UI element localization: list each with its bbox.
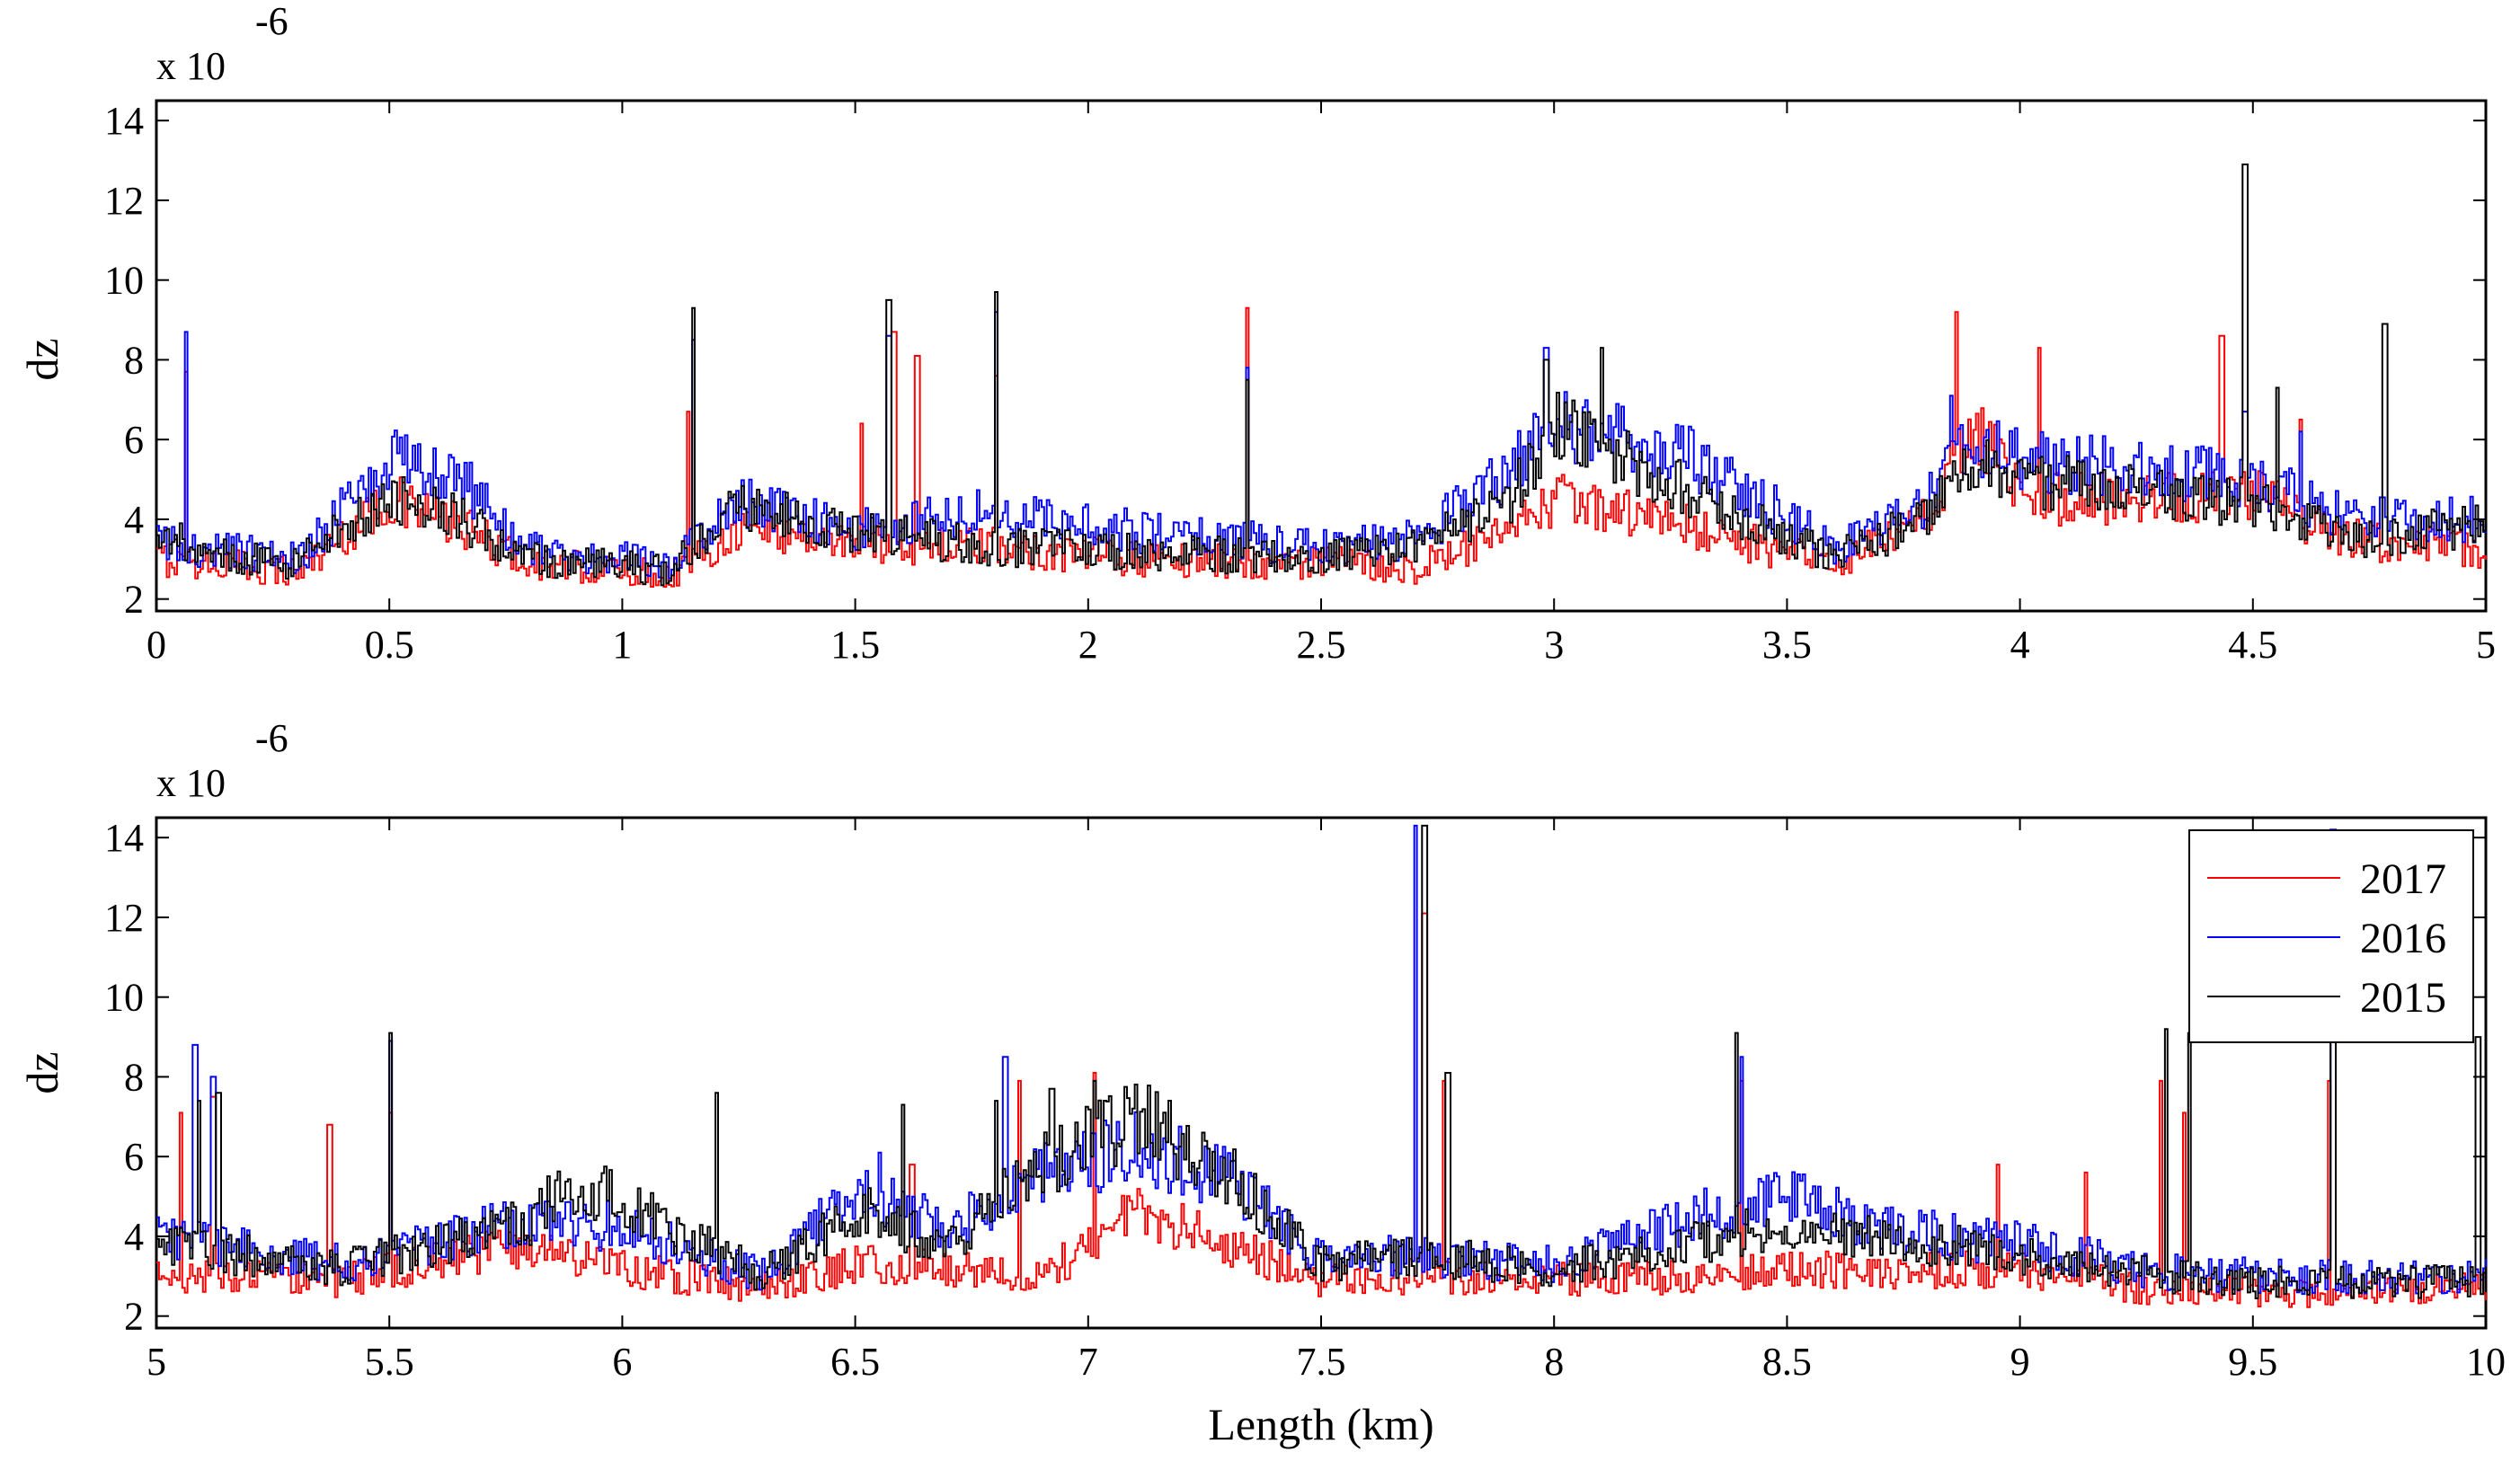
bottom-y-axis-label: dz [17, 1051, 67, 1094]
bottom-x-tick-label: 8.5 [1762, 1340, 1812, 1384]
top-x-tick-label: 2 [1078, 623, 1098, 667]
bottom-y-tick-label: 2 [124, 1295, 144, 1339]
legend: 2017 2016 2015 [2188, 829, 2474, 1043]
legend-label-2016: 2016 [2360, 915, 2446, 962]
legend-label-2017: 2017 [2360, 855, 2446, 903]
bottom-x-tick-label: 7 [1078, 1340, 1098, 1384]
top-x-tick-label: 4 [2010, 623, 2030, 667]
bottom-x-tick-label: 10 [2466, 1340, 2506, 1384]
top-x-tick-label: 2.5 [1297, 623, 1346, 667]
bottom-x-tick-label: 5.5 [365, 1340, 414, 1384]
top-y-tick-label: 12 [104, 179, 144, 223]
bottom-y-tick-label: 4 [124, 1215, 144, 1259]
bottom-y-tick-label: 8 [124, 1055, 144, 1099]
bottom-ticks: 5 5.5 6 6.5 7 7.5 8 8.5 9 9.5 10 2 4 6 8 10 12 14 [104, 816, 2506, 1384]
top-exponent-prefix: x 10 [156, 44, 226, 88]
top-x-tick-label: 1 [612, 623, 632, 667]
bottom-x-tick-label: 6.5 [830, 1340, 880, 1384]
top-y-tick-label: 2 [124, 578, 144, 622]
bottom-series-group [156, 824, 2487, 1308]
bottom-x-tick-label: 7.5 [1297, 1340, 1346, 1384]
top-x-tick-label: 5 [2476, 623, 2496, 667]
top-plot-frame [155, 99, 2488, 613]
top-x-tick-label: 3 [1544, 623, 1564, 667]
top-y-axis-label: dz [17, 338, 67, 380]
top-y-tick-label: 8 [124, 338, 144, 382]
bottom-x-tick-label: 9.5 [2228, 1340, 2277, 1384]
top-y-tick-label: 6 [124, 418, 144, 462]
top-x-tick-label: 0.5 [365, 623, 414, 667]
top-exponent-power: -6 [255, 0, 288, 43]
top-x-tick-label: 3.5 [1762, 623, 1812, 667]
top-series-2015 [156, 164, 2487, 587]
x-axis-label: Length (km) [1208, 1399, 1433, 1449]
bottom-exponent-prefix: x 10 [156, 761, 226, 805]
top-series-group [156, 164, 2487, 589]
top-ticks: 0 0.5 1 1.5 2 2.5 3 3.5 4 4.5 5 2 4 6 8 10 12 14 [104, 99, 2496, 667]
bottom-x-tick-label: 5 [146, 1340, 166, 1384]
top-x-tick-label: 0 [146, 623, 166, 667]
bottom-y-tick-label: 10 [104, 976, 144, 1020]
bottom-y-tick-label: 6 [124, 1135, 144, 1179]
bottom-series-2015 [156, 824, 2487, 1299]
bottom-y-tick-label: 14 [104, 816, 144, 860]
top-x-tick-label: 4.5 [2228, 623, 2277, 667]
bottom-exponent-power: -6 [255, 716, 288, 760]
top-y-tick-label: 4 [124, 498, 144, 542]
bottom-panel: 5 5.5 6 6.5 7 7.5 8 8.5 9 9.5 10 2 4 6 8 10 12 14 dz x 10… [17, 716, 2506, 1449]
bottom-x-tick-label: 8 [1544, 1340, 1564, 1384]
bottom-y-tick-label: 12 [104, 896, 144, 940]
bottom-x-tick-label: 6 [612, 1340, 632, 1384]
top-x-tick-label: 1.5 [830, 623, 880, 667]
bottom-x-tick-label: 9 [2010, 1340, 2030, 1384]
top-y-tick-label: 14 [104, 99, 144, 143]
legend-label-2015: 2015 [2360, 974, 2446, 1022]
top-y-tick-label: 10 [104, 259, 144, 303]
